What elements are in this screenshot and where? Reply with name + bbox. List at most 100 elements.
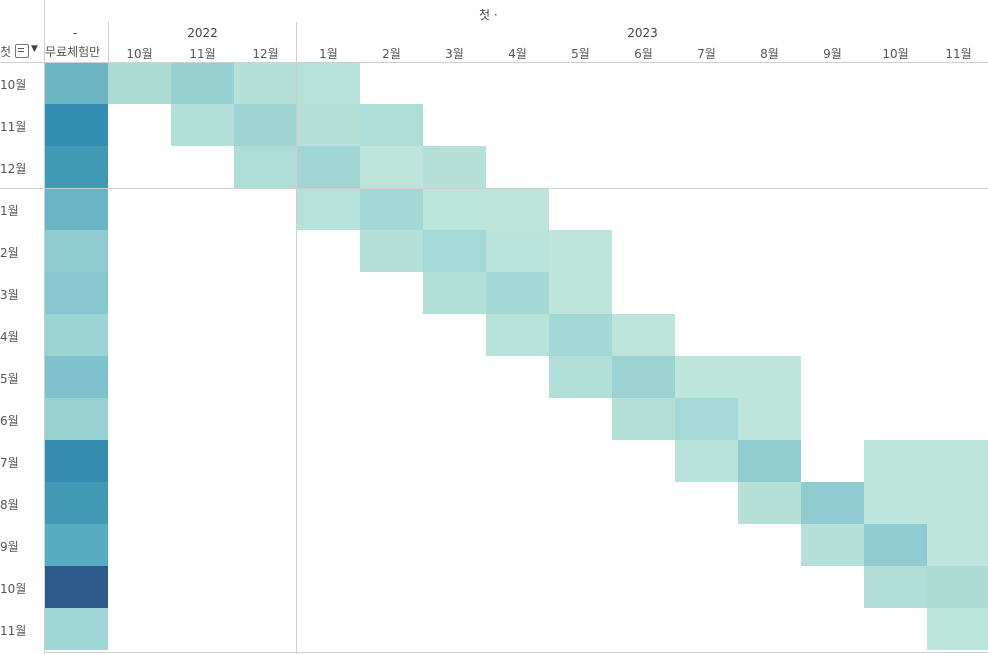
row-label: 10월 (0, 78, 27, 92)
row-header-label: 첫 (0, 45, 12, 59)
row-label: 12월 (0, 162, 27, 176)
dash-header: - (73, 26, 78, 40)
row-label: 1월 (0, 204, 19, 218)
heatmap-cell[interactable] (234, 62, 297, 104)
first-column-cell[interactable] (45, 398, 108, 440)
heatmap-cell[interactable] (234, 104, 297, 146)
column-label: 5월 (571, 47, 590, 61)
bottom-line (44, 652, 988, 653)
heatmap-cell[interactable] (297, 62, 360, 104)
heatmap-cell[interactable] (360, 188, 423, 230)
heatmap-cell[interactable] (738, 440, 801, 482)
heatmap-cell[interactable] (108, 62, 171, 104)
heatmap-cell[interactable] (423, 188, 486, 230)
column-label: 11월 (945, 47, 972, 61)
year-header-2022: 2022 (187, 26, 218, 40)
heatmap-cell[interactable] (612, 314, 675, 356)
first-column-cell[interactable] (45, 314, 108, 356)
heatmap-cell[interactable] (801, 524, 864, 566)
heatmap-cell[interactable] (360, 230, 423, 272)
heatmap-cell[interactable] (675, 398, 738, 440)
row-label: 11월 (0, 624, 27, 638)
first-column-cell[interactable] (45, 524, 108, 566)
heatmap-cell[interactable] (927, 440, 988, 482)
heatmap-cell[interactable] (612, 356, 675, 398)
heatmap-cell[interactable] (549, 356, 612, 398)
heatmap-cell[interactable] (423, 230, 486, 272)
heatmap-cell[interactable] (549, 272, 612, 314)
sort-arrow-icon[interactable]: ▼ (31, 44, 38, 54)
heatmap-cell[interactable] (864, 482, 927, 524)
first-column-cell[interactable] (45, 566, 108, 608)
heatmap-cell[interactable] (927, 566, 988, 608)
first-column-cell[interactable] (45, 62, 108, 104)
column-label: 3월 (445, 47, 464, 61)
heatmap-cell[interactable] (675, 440, 738, 482)
row-label: 7월 (0, 456, 19, 470)
first-column-cell[interactable] (45, 440, 108, 482)
heatmap-cell[interactable] (738, 356, 801, 398)
heatmap-cell[interactable] (801, 482, 864, 524)
heatmap-cell[interactable] (612, 398, 675, 440)
heatmap-cell[interactable] (549, 230, 612, 272)
heatmap-cell[interactable] (738, 482, 801, 524)
heatmap-cell[interactable] (549, 314, 612, 356)
heatmap-cell[interactable] (486, 188, 549, 230)
row-label: 8월 (0, 498, 19, 512)
heatmap-cell[interactable] (486, 230, 549, 272)
row-label: 6월 (0, 414, 19, 428)
column-label: 11월 (189, 47, 216, 61)
heatmap-cell[interactable] (297, 188, 360, 230)
year-header-2023: 2023 (627, 26, 658, 40)
header-divider-1 (108, 22, 109, 62)
heatmap-cell[interactable] (360, 146, 423, 188)
header-bottom-line (0, 62, 988, 63)
column-label: 12월 (252, 47, 279, 61)
heatmap-cell[interactable] (360, 104, 423, 146)
heatmap-cell[interactable] (171, 62, 234, 104)
first-column-cell[interactable] (45, 146, 108, 188)
column-label: 10월 (126, 47, 153, 61)
heatmap-cell[interactable] (171, 104, 234, 146)
first-column-cell[interactable] (45, 356, 108, 398)
first-column-cell[interactable] (45, 608, 108, 650)
heatmap-cell[interactable] (486, 314, 549, 356)
top-column-title: 첫 · (479, 8, 498, 22)
year-divider (296, 22, 297, 654)
heatmap-cell[interactable] (927, 608, 988, 650)
heatmap-cell[interactable] (927, 482, 988, 524)
first-column-cell[interactable] (45, 104, 108, 146)
column-label: 7월 (697, 47, 716, 61)
column-label: 6월 (634, 47, 653, 61)
sort-icon[interactable] (15, 44, 29, 58)
heatmap-cell[interactable] (864, 524, 927, 566)
heatmap-cell[interactable] (738, 398, 801, 440)
year-row-divider (0, 188, 988, 189)
row-label: 3월 (0, 288, 19, 302)
row-label: 2월 (0, 246, 19, 260)
first-column-cell[interactable] (45, 188, 108, 230)
first-column-cell[interactable] (45, 482, 108, 524)
column-label: 1월 (319, 47, 338, 61)
heatmap-cell[interactable] (927, 524, 988, 566)
heatmap-cell[interactable] (423, 146, 486, 188)
row-label: 11월 (0, 120, 27, 134)
first-column-cell[interactable] (45, 230, 108, 272)
row-label: 4월 (0, 330, 19, 344)
heatmap-cell[interactable] (297, 104, 360, 146)
heatmap-cell[interactable] (423, 272, 486, 314)
column-label: 8월 (760, 47, 779, 61)
heatmap-cell[interactable] (864, 440, 927, 482)
heatmap-cell[interactable] (297, 146, 360, 188)
heatmap-cell[interactable] (675, 356, 738, 398)
first-column-cell[interactable] (45, 272, 108, 314)
heatmap-cell[interactable] (864, 566, 927, 608)
row-label: 10월 (0, 582, 27, 596)
column-label: 2월 (382, 47, 401, 61)
row-label: 5월 (0, 372, 19, 386)
column-label: 4월 (508, 47, 527, 61)
heatmap-cell[interactable] (234, 146, 297, 188)
left-divider (44, 0, 45, 654)
heatmap-cell[interactable] (486, 272, 549, 314)
